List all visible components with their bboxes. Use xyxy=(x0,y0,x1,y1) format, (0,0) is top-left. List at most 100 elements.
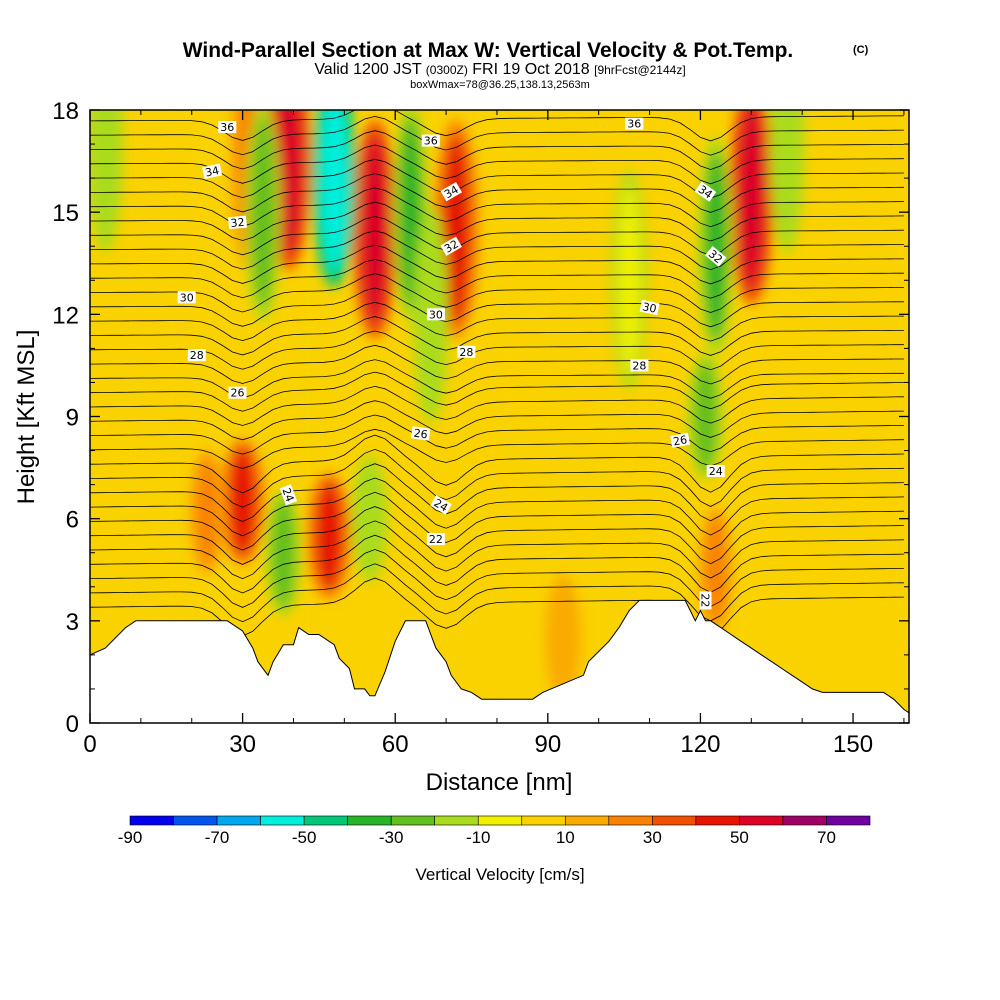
theta-contour-line xyxy=(90,400,904,441)
contour-label-bg xyxy=(630,359,649,372)
contour-label-text: 36 xyxy=(220,121,234,134)
theta-contour-line xyxy=(90,344,904,385)
contour-label-text: 24 xyxy=(431,496,450,514)
theta-contour-line xyxy=(90,434,904,494)
colorbar-swatch xyxy=(652,815,697,826)
contour-label-bg xyxy=(639,299,660,316)
downdraft-core xyxy=(775,110,798,240)
terrain xyxy=(90,599,909,723)
downdraft-core xyxy=(704,151,727,342)
theta-contour-line xyxy=(90,201,904,242)
contour-label: 26 xyxy=(410,426,431,441)
contour-label: 22 xyxy=(426,533,445,546)
theta-contour-line xyxy=(90,520,904,580)
y-tick-label: 3 xyxy=(66,609,79,636)
colorbar-tick-label: 30 xyxy=(643,828,662,847)
colorbar-swatch xyxy=(216,815,261,826)
colorbar-swatch xyxy=(303,815,348,826)
theta-contour-line xyxy=(90,244,904,285)
contour-label-text: 22 xyxy=(699,593,712,607)
contour-label-text: 36 xyxy=(424,135,438,148)
colorbar-swatch xyxy=(477,815,523,826)
theta-contour-line xyxy=(90,230,904,271)
contour-label: 34 xyxy=(202,163,223,180)
contour-label-text: 24 xyxy=(709,465,723,478)
colorbar-tick-label: 70 xyxy=(817,828,836,847)
contour-label: 36 xyxy=(421,134,440,148)
updraft-core xyxy=(228,446,257,557)
theta-contour-line xyxy=(90,130,904,170)
contour-label-text: 28 xyxy=(632,359,646,372)
y-tick-label: 6 xyxy=(66,507,79,534)
contour-label: 28 xyxy=(457,345,476,359)
contour-label: 32 xyxy=(228,215,247,230)
theta-contour-line xyxy=(90,287,904,328)
contour-label-text: 32 xyxy=(230,216,245,230)
theta-contour-line xyxy=(90,258,904,299)
contour-label: 28 xyxy=(630,359,649,372)
contour-label: 22 xyxy=(699,591,712,610)
updraft-core xyxy=(737,110,766,291)
contour-label: 24 xyxy=(279,484,298,506)
x-axis-label: Distance [nm] xyxy=(426,769,573,796)
contour-label: 36 xyxy=(625,117,644,131)
contour-label: 36 xyxy=(218,121,237,134)
contour-label-bg xyxy=(440,182,462,202)
contour-label: 24 xyxy=(706,465,725,478)
x-axis: 0 30 60 90 120 150 xyxy=(83,110,905,758)
updraft-core xyxy=(274,110,303,257)
updraft-core xyxy=(315,480,344,591)
contour-label-text: 24 xyxy=(279,486,296,504)
velocity-cell xyxy=(827,110,909,723)
theta-contour-line xyxy=(90,385,904,426)
contour-label: 30 xyxy=(426,308,445,321)
colorbar-label: Vertical Velocity [cm/s] xyxy=(415,865,584,884)
x-tick-label: 150 xyxy=(833,731,873,758)
theta-contour-line xyxy=(90,371,904,412)
plot-area: 36 34 32 30 28 26 24 36 34 32 30 28 26 24 22 36 30 28 26 24… xyxy=(90,110,909,723)
box-wmax-info: boxWmax=78@36.25,138.13,2563m xyxy=(410,79,590,91)
contour-label-bg xyxy=(279,484,298,506)
contour-label: 28 xyxy=(187,349,206,362)
contour-label-text: 30 xyxy=(429,308,443,321)
contour-label-bg xyxy=(625,117,644,130)
theta-contour-line xyxy=(90,115,904,156)
downdraft-core xyxy=(320,110,349,274)
colorbar-swatch xyxy=(390,815,436,826)
colorbar: -90 -70 -50 -30 -10 10 30 50 70 xyxy=(118,815,871,847)
y-tick-label: 18 xyxy=(52,98,79,125)
colorbar-tick-label: -90 xyxy=(118,828,143,847)
theta-contour-line xyxy=(90,158,904,199)
theta-contour-line xyxy=(90,359,904,399)
contour-label-bg xyxy=(457,345,476,358)
colorbar-swatch xyxy=(521,815,566,826)
theta-contour-line xyxy=(90,144,904,185)
colorbar-swatch xyxy=(129,815,174,826)
contour-labels: 36 34 32 30 28 26 24 36 34 32 30 28 26 24 22 36 30 28 26 24… xyxy=(177,117,727,610)
chart-title: Wind-Parallel Section at Max W: Vertical… xyxy=(183,39,794,62)
theta-contour-line xyxy=(90,448,904,508)
contour-label: 30 xyxy=(639,299,660,316)
contour-label-bg xyxy=(228,215,247,230)
colorbar-tick-label: -50 xyxy=(292,828,317,847)
colorbar-swatch xyxy=(608,815,653,826)
colorbar-swatch xyxy=(173,815,218,826)
colorbar-swatch xyxy=(782,815,827,826)
downdraft-core xyxy=(94,110,117,240)
theta-contour-line xyxy=(90,414,904,455)
theta-contour-line xyxy=(90,301,904,342)
x-tick-label: 120 xyxy=(680,731,720,758)
y-axis-label: Height [Kft MSL] xyxy=(13,330,40,505)
contour-label-bg xyxy=(426,308,445,321)
colorbar-tick-label: 50 xyxy=(730,828,749,847)
y-tick-label: 15 xyxy=(52,200,79,227)
theta-contour-line xyxy=(90,216,904,256)
colorbar-swatch xyxy=(347,815,392,826)
x-tick-label: 0 xyxy=(83,731,96,758)
x-tick-label: 30 xyxy=(229,731,256,758)
colorbar-swatch xyxy=(434,815,479,826)
contour-label-bg xyxy=(421,134,440,147)
contour-label-bg xyxy=(228,386,247,399)
contour-label-text: 30 xyxy=(641,300,657,316)
